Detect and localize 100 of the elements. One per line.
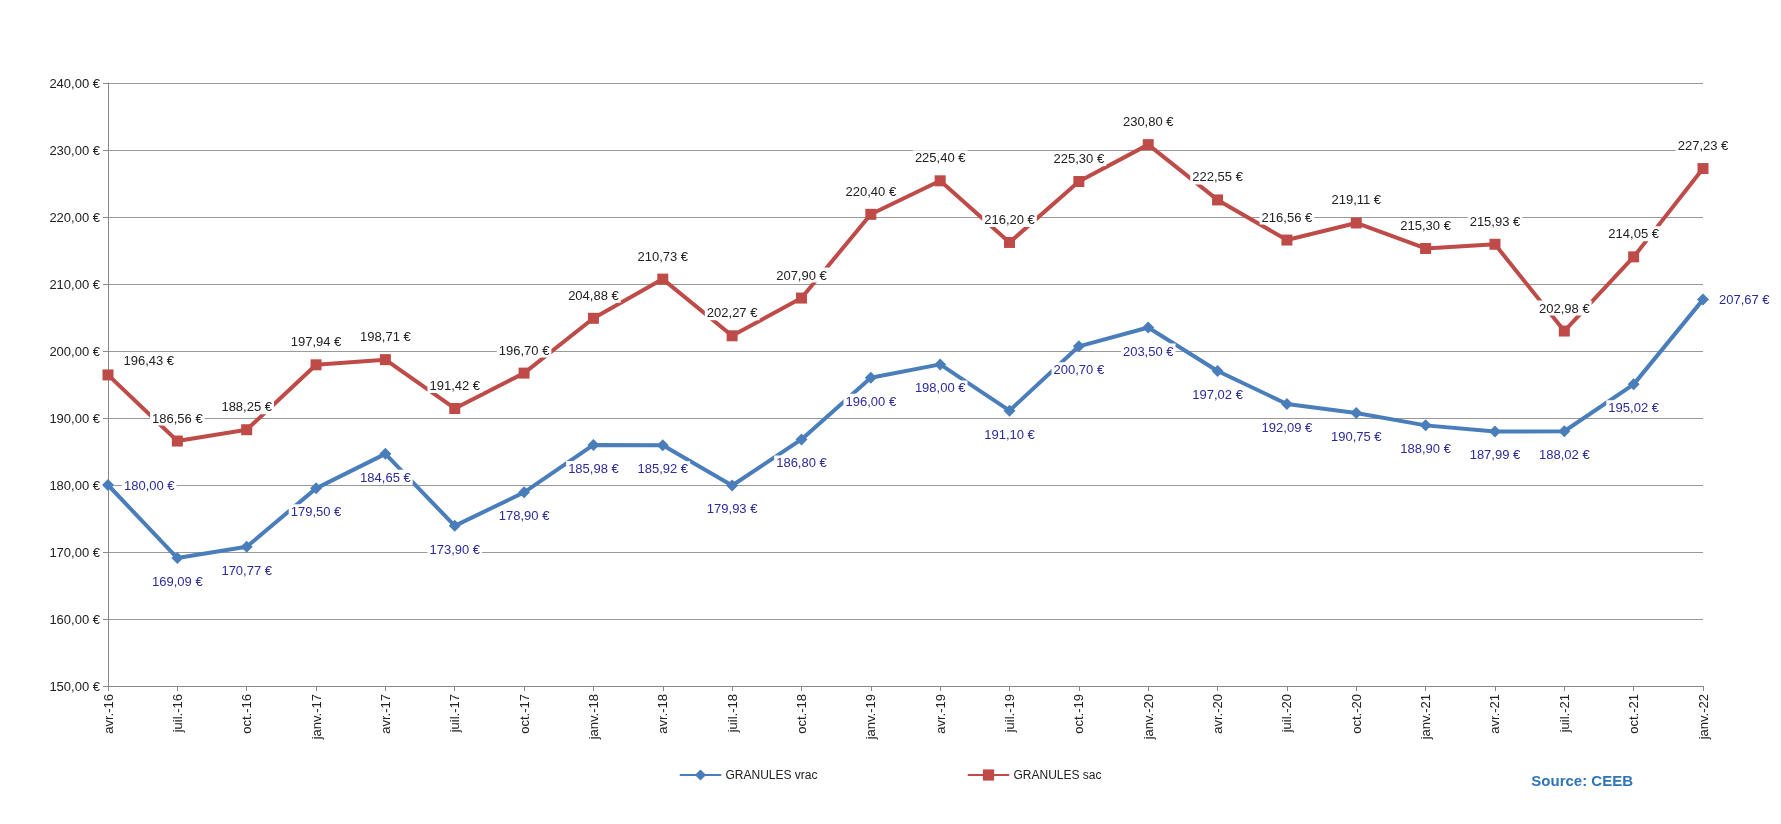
x-tick-label: oct.-16 — [239, 694, 255, 734]
point — [1281, 234, 1293, 246]
y-tick-label: 200,00 € — [49, 343, 101, 359]
data-label: 185,98 € — [568, 460, 620, 476]
data-label: 204,88 € — [568, 287, 620, 303]
data-label: 225,30 € — [1053, 150, 1105, 166]
point — [1072, 340, 1085, 353]
point — [310, 359, 322, 371]
x-tick-label: juil.-21 — [1556, 694, 1572, 734]
data-label: 215,93 € — [1469, 213, 1522, 229]
point — [1489, 238, 1501, 250]
x-tick-label: avr.-18 — [655, 694, 671, 734]
data-label: 179,50 € — [290, 504, 343, 520]
data-label: 196,70 € — [498, 342, 551, 358]
data-label: 202,98 € — [1539, 300, 1591, 316]
data-label: 200,70 € — [1053, 362, 1105, 378]
x-tick-label: janv.-17 — [308, 694, 324, 741]
point — [934, 358, 947, 371]
point — [587, 312, 599, 324]
data-label: 195,02 € — [1608, 400, 1660, 416]
point — [1697, 163, 1709, 175]
data-label: 196,00 € — [845, 393, 897, 409]
x-tick-label: juil.-18 — [724, 694, 740, 734]
point — [518, 367, 530, 379]
point — [171, 552, 184, 565]
point — [1420, 242, 1432, 254]
data-label: 191,42 € — [429, 377, 481, 393]
data-label: 215,30 € — [1400, 217, 1452, 233]
data-label: 207,90 € — [776, 267, 828, 283]
x-tick-label: avr.-21 — [1487, 694, 1503, 734]
point — [1211, 364, 1224, 377]
data-label: 190,75 € — [1330, 428, 1383, 444]
data-label: 198,00 € — [914, 380, 967, 396]
x-tick-label: oct.-21 — [1626, 694, 1642, 734]
x-tick-label: oct.-17 — [516, 694, 532, 734]
data-label: 179,93 € — [706, 501, 759, 517]
x-tick-label: avr.-20 — [1210, 694, 1226, 734]
point — [1558, 325, 1570, 337]
point — [1558, 425, 1571, 438]
data-label: 197,02 € — [1192, 386, 1244, 402]
y-tick-label: 150,00 € — [49, 678, 101, 694]
point — [448, 519, 461, 532]
data-label: 230,80 € — [1122, 114, 1175, 130]
data-label: 178,90 € — [498, 508, 551, 524]
data-label: 203,50 € — [1122, 343, 1175, 359]
point — [864, 371, 877, 384]
x-tick-label: juil.-19 — [1002, 694, 1018, 734]
y-tick-label: 220,00 € — [49, 209, 101, 225]
data-label: 222,55 € — [1192, 169, 1244, 185]
point — [1280, 398, 1293, 410]
point — [1142, 321, 1155, 334]
data-label: 170,77 € — [221, 562, 273, 578]
point — [379, 447, 392, 460]
x-tick-label: avr.-19 — [932, 694, 948, 734]
source-note: Source: CEEB — [1531, 772, 1634, 789]
point — [449, 402, 461, 414]
x-tick-label: oct.-18 — [793, 694, 809, 734]
y-tick-label: 170,00 € — [49, 544, 101, 560]
point — [726, 330, 738, 342]
point — [310, 482, 323, 495]
point — [241, 424, 253, 436]
point — [102, 369, 114, 381]
point — [795, 433, 808, 446]
data-label: 188,90 € — [1400, 441, 1452, 457]
x-tick-label: janv.-21 — [1418, 694, 1434, 741]
x-tick-label: janv.-19 — [863, 694, 879, 741]
data-label: 192,09 € — [1261, 420, 1313, 435]
point — [1212, 194, 1224, 206]
point — [657, 273, 669, 285]
x-tick-label: janv.-20 — [1140, 694, 1156, 741]
x-tick-label: juil.-20 — [1279, 694, 1295, 734]
point — [171, 435, 183, 447]
y-tick-label: 230,00 € — [49, 142, 101, 158]
data-label: 210,73 € — [637, 248, 689, 264]
data-label: 198,71 € — [360, 329, 412, 345]
x-tick-label: avr.-17 — [377, 694, 393, 734]
data-label: 202,27 € — [706, 305, 759, 321]
y-tick-label: 190,00 € — [49, 410, 101, 426]
y-tick-label: 180,00 € — [49, 477, 101, 493]
point — [1627, 378, 1640, 391]
data-label: 186,56 € — [152, 410, 204, 426]
point — [1142, 139, 1154, 151]
point — [865, 208, 877, 220]
point — [1004, 236, 1016, 248]
data-label: 188,25 € — [221, 399, 273, 415]
data-label: 186,80 € — [776, 455, 828, 471]
y-tick-label: 210,00 € — [49, 276, 101, 292]
x-tick-label: oct.-19 — [1071, 694, 1087, 734]
data-label: 196,43 € — [123, 353, 175, 369]
data-label: 180,00 € — [124, 477, 176, 493]
x-tick-label: janv.-18 — [585, 694, 601, 741]
point — [102, 479, 114, 491]
x-tick-label: avr.-16 — [100, 694, 116, 734]
point — [1697, 293, 1709, 306]
x-tick-label: janv.-22 — [1695, 694, 1711, 741]
point — [1073, 175, 1085, 187]
data-label: 169,09 € — [152, 574, 204, 590]
x-tick-label: juil.-16 — [169, 694, 185, 734]
data-label: 185,92 € — [637, 461, 689, 477]
data-label: 173,90 € — [429, 541, 481, 557]
